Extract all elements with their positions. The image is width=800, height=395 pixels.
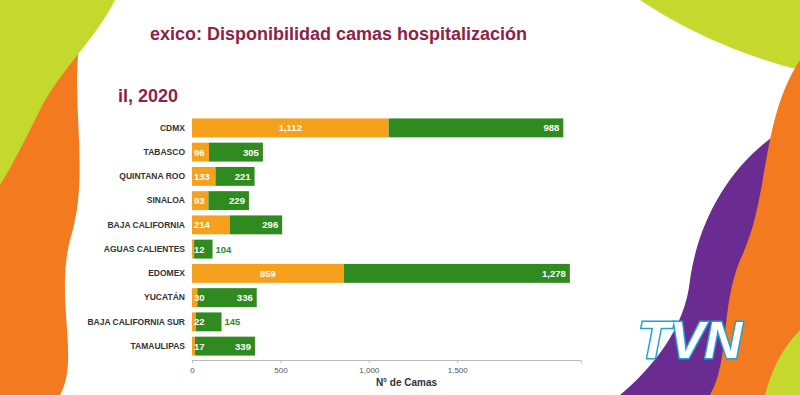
x-axis: 0 500 1,000 1,500: [190, 360, 581, 375]
axis-line: [193, 361, 582, 364]
bar-segment: [192, 191, 208, 210]
bar-segment: [194, 240, 212, 259]
data-label: 988: [543, 122, 559, 133]
bar-segment: [209, 143, 263, 162]
tick-mark: [457, 360, 458, 363]
data-label: 145: [225, 316, 242, 327]
data-label: 1,278: [542, 268, 566, 279]
bars: [192, 118, 570, 355]
tick-label: 1,500: [448, 366, 469, 375]
category-label: QUINTANA ROO: [119, 171, 185, 181]
bar-segment: [192, 215, 230, 234]
background-shape: [640, 0, 800, 70]
subtitle: il, 2020: [118, 86, 178, 106]
data-label: 229: [229, 195, 245, 206]
data-label: 96: [194, 147, 205, 158]
data-label: 1,112: [279, 122, 302, 133]
bar-segment: [192, 167, 216, 186]
y-tick: QUINTANA ROO: [119, 171, 185, 181]
y-tick: TAMAULIPAS: [131, 341, 186, 351]
data-label: 22: [194, 316, 205, 327]
data-label: 17: [194, 341, 205, 352]
data-label: 336: [237, 292, 253, 303]
data-label: 30: [194, 292, 205, 303]
data-label: 221: [235, 171, 252, 182]
bar-segment: [389, 118, 564, 137]
bar-segment: [344, 264, 570, 283]
data-label: 12: [194, 244, 205, 255]
y-tick: BAJA CALIFORNIA: [107, 220, 185, 230]
y-tick: BAJA CALIFORNIA SUR: [87, 317, 185, 327]
tick-label: 0: [190, 366, 195, 375]
category-label: YUCATÁN: [144, 292, 185, 302]
y-axis: CDMX TABASCO QUINTANA ROO SINALOA BAJA CALIF…: [87, 123, 185, 351]
tick-label: 1,000: [359, 366, 380, 375]
tick-mark: [192, 360, 193, 363]
data-label: 339: [235, 341, 251, 352]
bar-segment: [197, 288, 256, 307]
title: exico: Disponibilidad camas hospitalizac…: [150, 24, 527, 44]
data-label: 133: [194, 171, 210, 182]
category-label: EDOMEX: [148, 268, 185, 278]
background-shape: [0, 230, 55, 395]
bar-segment: [216, 167, 255, 186]
x-tick: 0: [190, 360, 195, 375]
category-label: BAJA CALIFORNIA SUR: [87, 317, 185, 327]
category-label: BAJA CALIFORNIA: [107, 220, 185, 230]
x-tick: 1,500: [448, 360, 469, 375]
y-tick: TABASCO: [144, 147, 186, 157]
tick-mark: [369, 360, 370, 363]
x-tick: 1,000: [359, 360, 380, 375]
data-label: 296: [262, 219, 278, 230]
tick-mark: [280, 360, 281, 363]
data-label: 104: [216, 244, 233, 255]
data-label: 214: [194, 219, 211, 230]
decoration: [0, 0, 800, 395]
bar-segment: [230, 215, 282, 234]
bar-segment: [192, 143, 209, 162]
x-axis-title: N° de Camas: [376, 377, 438, 388]
category-label: TABASCO: [144, 147, 186, 157]
y-tick: YUCATÁN: [144, 292, 185, 302]
tick-label: 500: [274, 366, 288, 375]
background-shape: [765, 330, 800, 395]
y-tick: SINALOA: [147, 195, 185, 205]
category-label: TAMAULIPAS: [131, 341, 186, 351]
data-label: 859: [260, 268, 276, 279]
x-tick: 500: [274, 360, 288, 375]
category-label: SINALOA: [147, 195, 185, 205]
logo: TVN: [638, 311, 743, 369]
bar-segment: [208, 191, 248, 210]
background-shape: [0, 0, 115, 185]
bar-segment: [192, 264, 344, 283]
data-label: 93: [194, 195, 205, 206]
chart: exico: Disponibilidad camas hospitalizac…: [0, 0, 800, 395]
category-label: AGUAS CALIENTES: [104, 244, 186, 254]
category-label: CDMX: [160, 123, 185, 133]
data-label: 305: [243, 147, 260, 158]
data-labels: 1,112 96 133 93 214 12 859 30 22 17 988 305 221 229 29…: [194, 122, 566, 351]
y-tick: AGUAS CALIENTES: [104, 244, 186, 254]
y-tick: EDOMEX: [148, 268, 185, 278]
bar-segment: [192, 118, 389, 137]
y-tick: CDMX: [160, 123, 185, 133]
